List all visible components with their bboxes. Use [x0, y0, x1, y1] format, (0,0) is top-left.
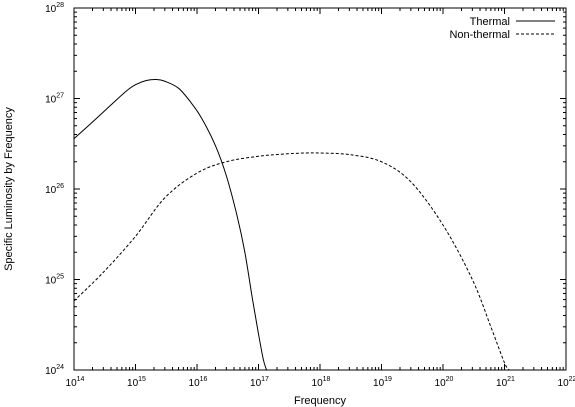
x-tick-label: 1016 [189, 376, 208, 389]
y-axis-ticks: 1024 1025 1026 1027 1028 [45, 2, 566, 377]
x-axis-ticks: 1014 1015 1016 1017 1018 1019 1020 1021 1022 [66, 8, 575, 389]
legend-label-non-thermal: Non-thermal [449, 29, 510, 41]
y-axis-label: Specific Luminosity by Frequency [3, 107, 15, 271]
plot-frame [73, 7, 567, 371]
y-tick-label: 1024 [45, 364, 64, 377]
y-tick-label: 1028 [45, 2, 64, 15]
x-tick-label: 1014 [66, 376, 85, 389]
series-line-thermal [73, 79, 267, 371]
y-tick-label: 1026 [45, 183, 64, 196]
x-tick-label: 1020 [435, 376, 454, 389]
y-tick-label: 1027 [45, 93, 64, 106]
x-tick-label: 1022 [558, 376, 575, 389]
y-tick-label: 1025 [45, 274, 64, 287]
x-tick-label: 1018 [312, 376, 331, 389]
legend-label-thermal: Thermal [470, 16, 510, 28]
series-line-non-thermal [73, 152, 510, 371]
x-tick-label: 1015 [127, 376, 146, 389]
x-tick-label: 1021 [496, 376, 515, 389]
x-axis-label: Frequency [294, 395, 346, 407]
x-tick-label: 1019 [373, 376, 392, 389]
x-tick-label: 1017 [250, 376, 269, 389]
series-layer [73, 79, 510, 371]
